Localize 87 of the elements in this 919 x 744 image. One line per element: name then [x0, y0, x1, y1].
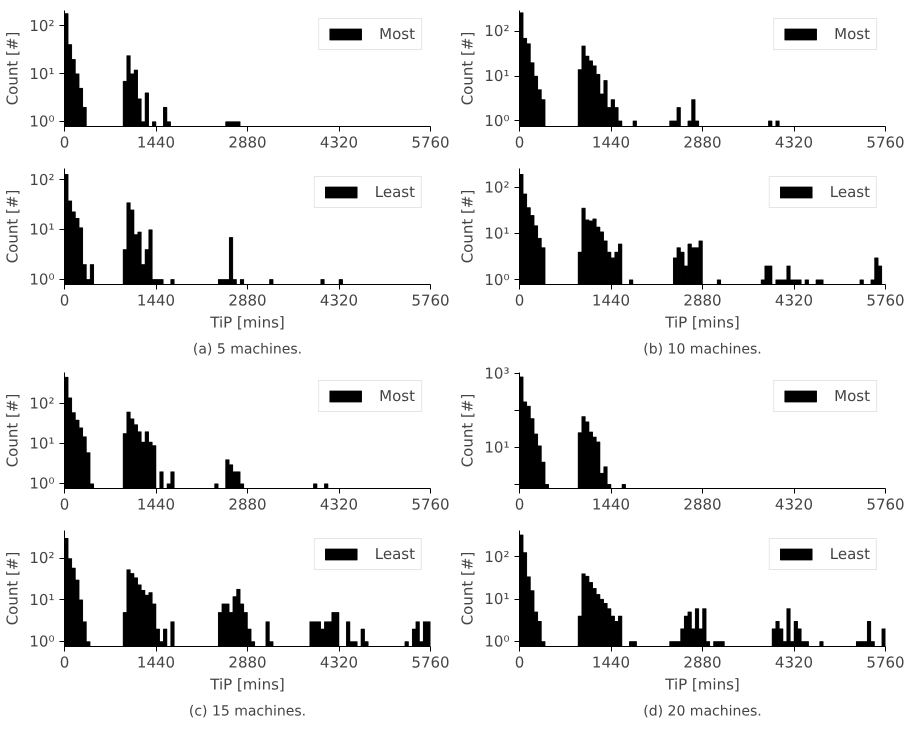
legend-label: Least [830, 183, 870, 201]
legend-label: Most [834, 25, 870, 43]
y-axis-title: Count [#] [458, 32, 476, 106]
y-axis-title: Count [#] [458, 394, 476, 468]
x-tick-label: 5760 [411, 654, 450, 672]
legend-label: Least [830, 545, 870, 563]
legend-label: Most [379, 25, 415, 43]
x-axis-title: TiP [mins] [209, 314, 285, 332]
text: (a) 5 machines. [192, 342, 302, 358]
x-tick-label: 0 [514, 292, 524, 310]
x-tick-label: 2880 [683, 134, 722, 152]
y-tick-label: 10⁰ [484, 270, 510, 289]
x-tick-label: 0 [60, 292, 70, 310]
x-tick-label: 5760 [411, 134, 450, 152]
y-tick-label: 10¹ [29, 434, 55, 453]
y-tick-label: 10⁰ [29, 112, 55, 131]
y-tick-label: 10¹ [29, 64, 55, 83]
x-tick-label: 5760 [866, 134, 905, 152]
x-tick-label: 4320 [774, 496, 814, 514]
x-tick-label: 0 [60, 134, 70, 152]
x-tick-label: 0 [60, 654, 70, 672]
x-tick-label: 4320 [320, 292, 358, 310]
y-axis-title: Count [#] [3, 32, 22, 106]
x-tick-label: 4320 [774, 292, 814, 310]
legend-label: Least [374, 545, 415, 563]
x-tick-label: 2880 [683, 496, 722, 514]
y-tick-label: 10¹ [484, 67, 510, 86]
x-tick-label: 1440 [136, 654, 176, 672]
x-tick-label: 2880 [228, 654, 267, 672]
y-tick-label: 10² [29, 16, 55, 35]
y-axis-title: Count [#] [458, 552, 476, 626]
text: (c) 15 machines. [188, 704, 306, 720]
x-tick-label: 1440 [136, 496, 176, 514]
x-tick-label: 1440 [592, 134, 630, 152]
y-tick-label: 10³ [484, 364, 510, 382]
x-tick-label: 2880 [228, 496, 267, 514]
y-axis-title: Count [#] [458, 190, 476, 264]
legend-label: Most [834, 387, 870, 405]
y-tick-label: 10⁰ [29, 632, 55, 651]
x-tick-label: 0 [514, 496, 524, 514]
text: (b) 10 machines. [643, 342, 762, 358]
x-axis-title: TiP [mins] [209, 676, 285, 694]
x-tick-label: 2880 [683, 654, 722, 672]
y-axis-title: Count [#] [3, 190, 22, 264]
y-tick-label: 10⁰ [29, 474, 55, 493]
y-tick-label: 10² [29, 170, 55, 189]
y-tick-label: 10⁰ [484, 112, 510, 130]
x-tick-label: 1440 [136, 292, 176, 310]
x-tick-label: 2880 [228, 134, 267, 152]
x-tick-label: 1440 [136, 134, 176, 152]
x-tick-label: 2880 [683, 292, 722, 310]
x-tick-label: 1440 [592, 654, 630, 672]
text: (d) 20 machines. [643, 704, 762, 720]
legend-label: Least [374, 183, 415, 201]
y-axis-title: Count [#] [3, 394, 22, 468]
x-tick-label: 4320 [774, 134, 814, 152]
y-axis-title: Count [#] [3, 552, 22, 626]
x-axis-title: TiP [mins] [664, 676, 740, 694]
y-tick-label: 10² [484, 178, 510, 197]
x-tick-label: 4320 [774, 654, 814, 672]
x-tick-label: 5760 [866, 496, 905, 514]
x-axis-title: TiP [mins] [664, 314, 740, 332]
y-tick-label: 10² [484, 548, 510, 566]
y-tick-label: 10² [29, 394, 55, 413]
x-tick-label: 4320 [320, 496, 358, 514]
x-tick-label: 1440 [592, 496, 630, 514]
x-tick-label: 5760 [866, 654, 905, 672]
x-tick-label: 2880 [228, 292, 267, 310]
x-tick-label: 1440 [592, 292, 630, 310]
x-tick-label: 0 [514, 134, 524, 152]
y-tick-label: 10² [29, 549, 55, 568]
y-tick-label: 10¹ [484, 590, 510, 608]
x-tick-label: 4320 [320, 134, 358, 152]
y-tick-label: 10² [484, 22, 510, 40]
x-tick-label: 5760 [411, 292, 450, 310]
x-tick-label: 0 [514, 654, 524, 672]
x-tick-label: 5760 [411, 496, 450, 514]
x-tick-label: 0 [60, 496, 70, 514]
y-tick-label: 10¹ [484, 224, 510, 243]
x-tick-label: 4320 [320, 654, 358, 672]
x-tick-label: 5760 [866, 292, 905, 310]
y-tick-label: 10¹ [29, 590, 55, 609]
legend-label: Most [379, 387, 415, 405]
y-tick-label: 10¹ [29, 220, 55, 239]
y-tick-label: 10⁰ [484, 632, 510, 650]
y-tick-label: 10⁰ [29, 270, 55, 288]
y-tick-label: 10¹ [484, 438, 510, 456]
